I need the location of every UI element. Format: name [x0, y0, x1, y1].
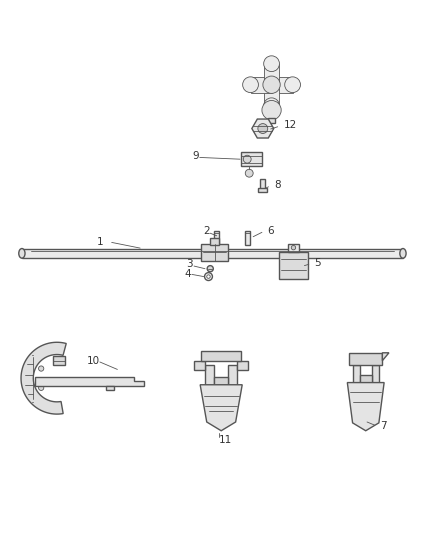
Polygon shape	[252, 119, 274, 138]
Polygon shape	[106, 386, 114, 390]
Text: 10: 10	[87, 356, 100, 366]
Polygon shape	[382, 353, 389, 361]
Text: 3: 3	[186, 260, 193, 269]
Polygon shape	[205, 365, 214, 385]
Bar	[201, 244, 228, 261]
Bar	[268, 118, 275, 123]
Bar	[349, 353, 382, 365]
Ellipse shape	[400, 248, 406, 258]
Bar	[201, 351, 241, 361]
Polygon shape	[228, 365, 237, 385]
Text: 5: 5	[314, 258, 321, 268]
Bar	[214, 377, 228, 385]
Polygon shape	[264, 85, 279, 106]
Text: 12: 12	[284, 120, 297, 131]
Polygon shape	[251, 77, 272, 93]
Text: 9: 9	[193, 151, 199, 161]
Circle shape	[243, 155, 251, 163]
Bar	[279, 252, 308, 279]
Bar	[245, 231, 250, 245]
Polygon shape	[372, 365, 379, 383]
Circle shape	[243, 77, 258, 93]
Ellipse shape	[19, 248, 25, 258]
Circle shape	[285, 77, 300, 93]
Text: 7: 7	[380, 422, 387, 431]
Bar	[210, 238, 219, 245]
Circle shape	[264, 98, 279, 114]
Circle shape	[264, 56, 279, 71]
Bar	[214, 231, 219, 245]
Bar	[53, 356, 65, 365]
Circle shape	[207, 265, 213, 272]
Polygon shape	[272, 77, 293, 93]
Polygon shape	[264, 64, 279, 85]
Text: 6: 6	[267, 225, 274, 236]
Text: 4: 4	[184, 269, 191, 279]
Circle shape	[291, 246, 296, 250]
Polygon shape	[194, 361, 205, 370]
Circle shape	[262, 101, 281, 120]
Circle shape	[258, 124, 268, 133]
Bar	[258, 188, 267, 192]
Polygon shape	[347, 383, 384, 431]
Bar	[288, 244, 299, 253]
Polygon shape	[21, 342, 66, 414]
Text: 1: 1	[96, 237, 103, 247]
Polygon shape	[353, 365, 360, 383]
Circle shape	[245, 169, 253, 177]
Circle shape	[39, 366, 44, 371]
Polygon shape	[237, 361, 248, 370]
Bar	[360, 375, 372, 383]
Polygon shape	[200, 385, 242, 431]
Polygon shape	[22, 248, 403, 258]
Circle shape	[263, 76, 280, 93]
Bar	[260, 179, 265, 189]
Circle shape	[207, 275, 210, 278]
Polygon shape	[35, 377, 144, 386]
Bar	[241, 152, 262, 166]
Circle shape	[205, 273, 212, 280]
Circle shape	[39, 385, 44, 391]
Text: 8: 8	[274, 181, 281, 190]
Text: 11: 11	[219, 434, 232, 445]
Text: 2: 2	[203, 225, 209, 236]
